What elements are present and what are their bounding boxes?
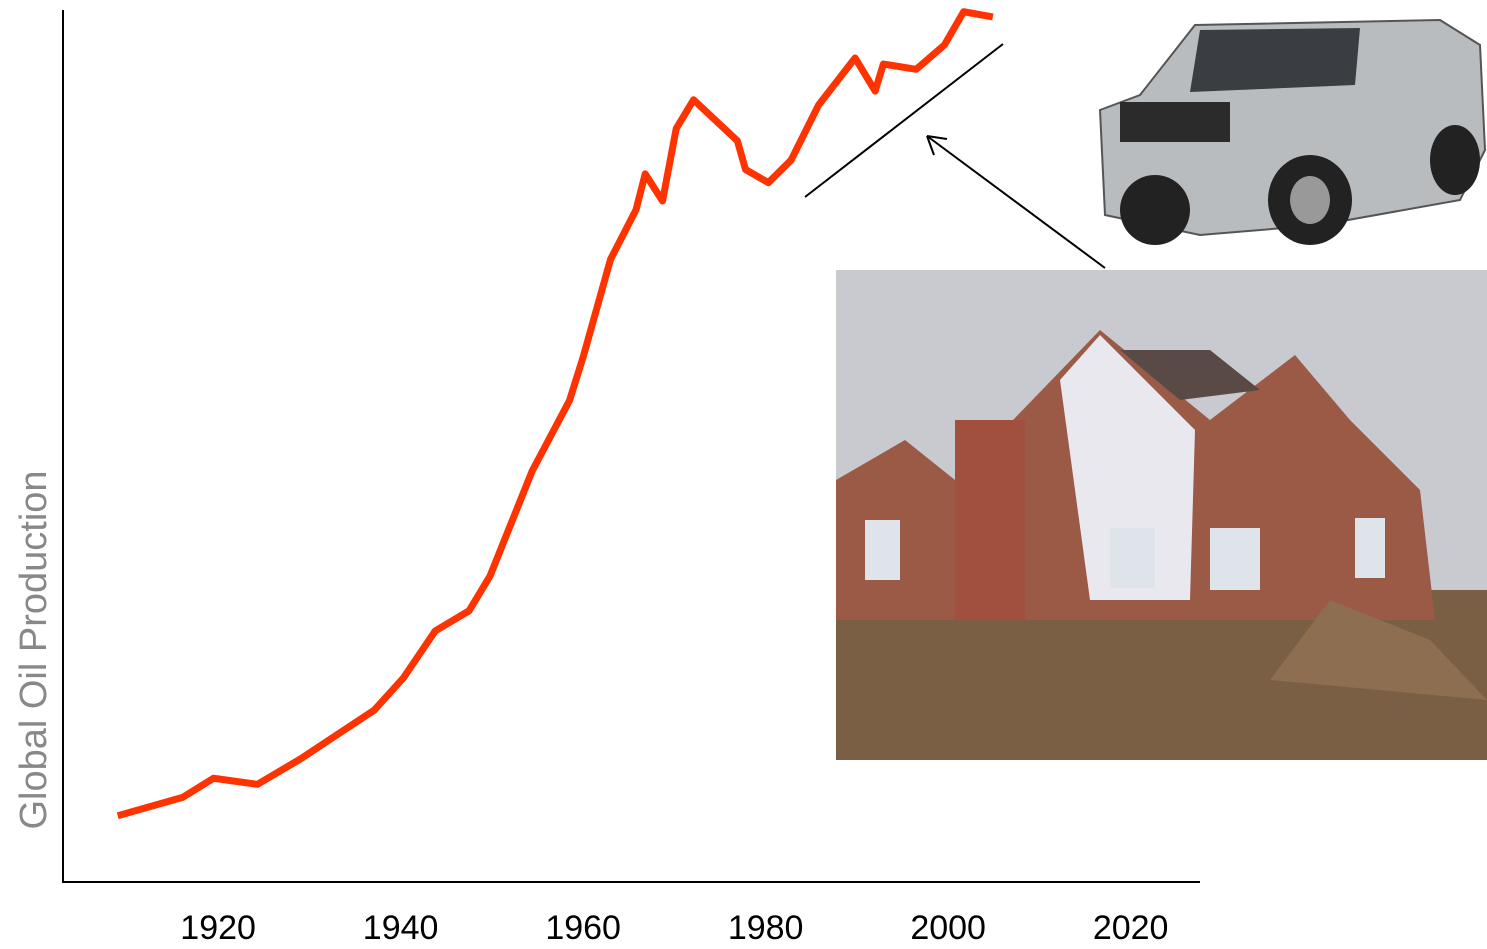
- y-axis-label: Global Oil Production: [13, 470, 55, 829]
- house-picture: [836, 270, 1487, 760]
- chart: Global Oil Production 1920 1940 1960 1980 20…: [0, 0, 1487, 949]
- x-tick-label: 1960: [545, 909, 621, 947]
- x-tick-label: 2020: [1093, 909, 1169, 947]
- x-tick-label: 1940: [363, 909, 439, 947]
- x-tick-label: 1980: [728, 909, 804, 947]
- hummer-picture: [1100, 20, 1485, 245]
- arrow: [927, 136, 1105, 268]
- x-tick-label: 2000: [910, 909, 986, 947]
- x-tick-label: 1920: [180, 909, 256, 947]
